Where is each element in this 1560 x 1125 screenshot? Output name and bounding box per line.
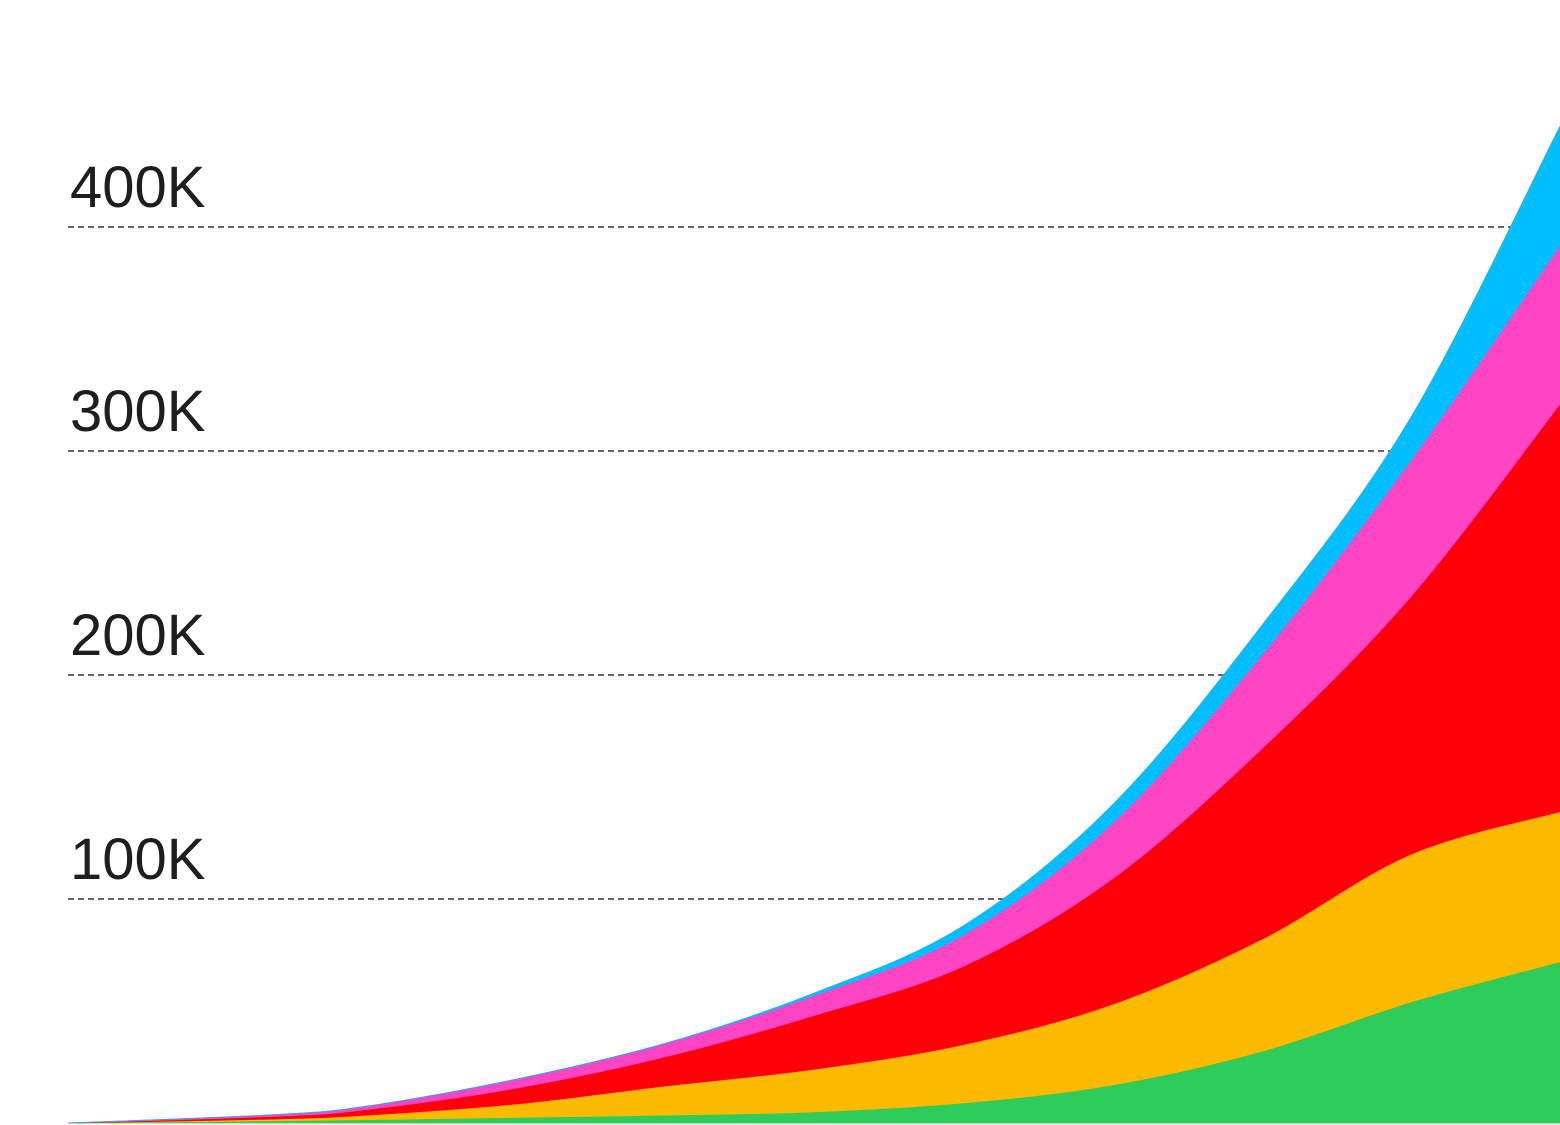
y-tick-label-0: 100K [70, 827, 206, 892]
y-tick-label-2: 300K [70, 379, 206, 444]
y-tick-labels: 100K 200K 300K 400K [70, 155, 206, 892]
y-tick-label-1: 200K [70, 603, 206, 668]
y-tick-label-3: 400K [70, 155, 206, 220]
series-areas [67, 126, 1560, 1124]
